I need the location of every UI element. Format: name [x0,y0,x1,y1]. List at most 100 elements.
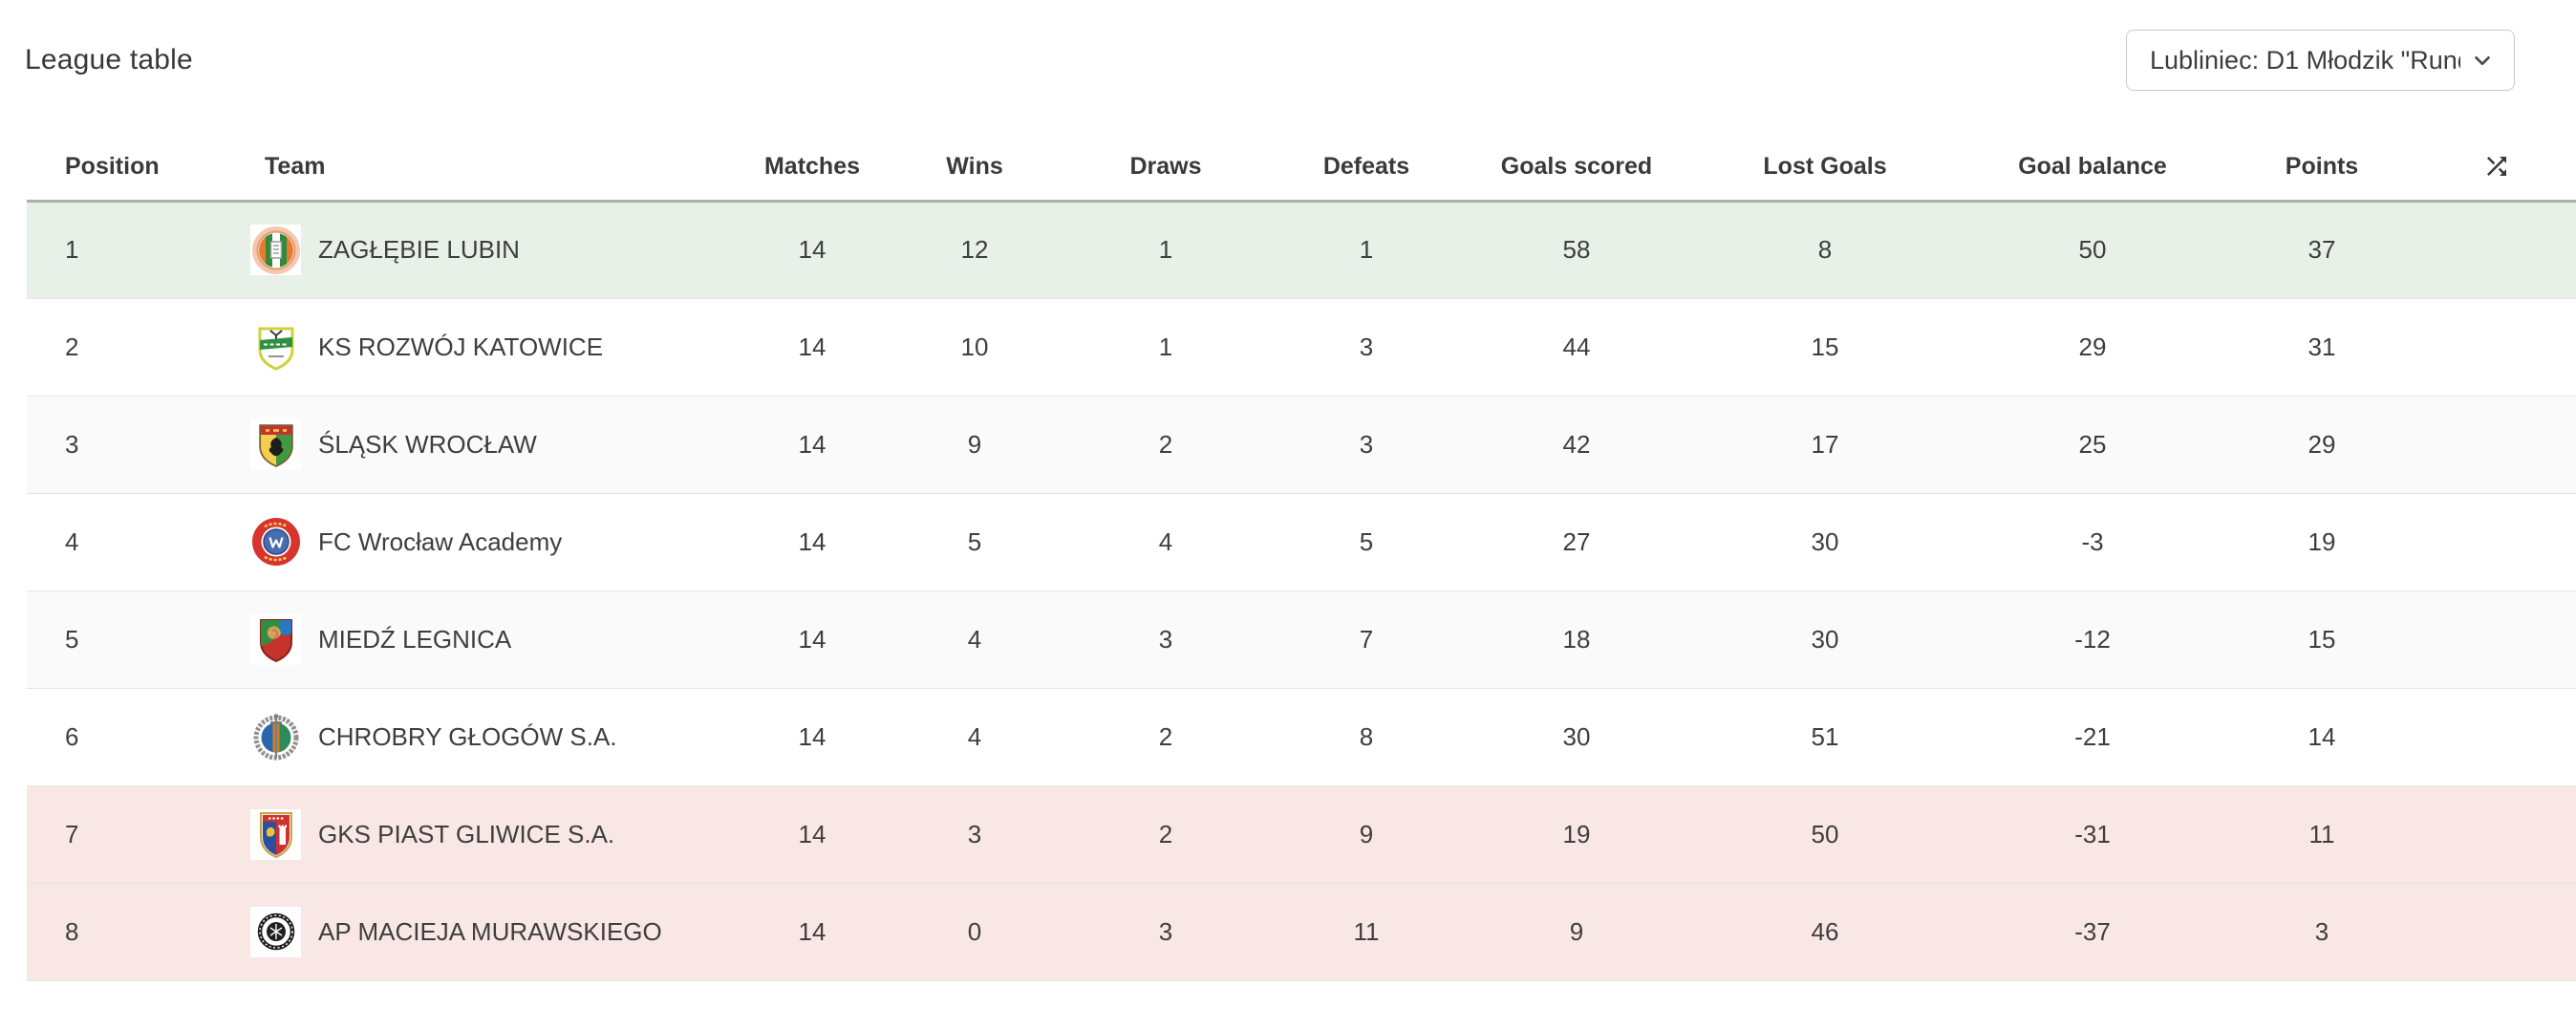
matches-cell: 14 [798,526,826,556]
goal-balance-cell: -31 [2074,819,2111,848]
goals-scored-cell: 9 [1569,916,1584,946]
draws-cell: 2 [1158,819,1173,848]
matches-cell: 14 [798,916,826,946]
wins-cell: 10 [960,332,989,361]
table-row: 2 KS ROZWÓJ KATOWICE 14 [27,298,2576,396]
slask-wroclaw-crest-icon [250,419,301,470]
col-header-goals-scored: Goals scored [1500,152,1653,180]
points-cell: 29 [2308,429,2336,459]
wins-cell: 0 [967,916,982,946]
team-link[interactable]: CHROBRY GŁOGÓW S.A. [220,711,736,762]
zaglebie-lubin-crest-icon [250,225,301,275]
header-row: Position Team Matches Wins Draws Defeats… [27,134,2576,201]
table-row: 6 [27,688,2576,785]
fc-wroclaw-academy-crest-icon [250,516,301,568]
team-name: FC Wrocław Academy [318,526,563,556]
table-row: 1 [27,201,2576,298]
defeats-cell: 3 [1359,429,1374,459]
points-cell: 37 [2308,235,2336,264]
col-header-wins: Wins [946,152,1003,180]
col-header-matches: Matches [763,152,861,180]
col-header-position: Position [65,152,160,180]
lost-goals-cell: 30 [1811,624,1839,654]
wins-cell: 9 [967,429,982,459]
table-row: 5 [27,590,2576,688]
defeats-cell: 8 [1359,721,1374,751]
wins-cell: 4 [967,624,982,654]
chevron-down-icon [2475,55,2490,66]
team-link[interactable]: AP MACIEJA MURAWSKIEGO [220,906,736,957]
goals-scored-cell: 19 [1562,819,1591,848]
points-cell: 31 [2308,332,2336,361]
goal-balance-cell: -37 [2074,916,2111,946]
defeats-cell: 7 [1359,624,1374,654]
lost-goals-cell: 8 [1817,235,1833,264]
points-cell: 19 [2308,526,2336,556]
col-header-points: Points [2285,152,2359,180]
matches-cell: 14 [798,624,826,654]
position-cell: 1 [65,235,79,264]
points-cell: 15 [2308,624,2336,654]
goals-scored-cell: 44 [1562,332,1591,361]
rozwoj-katowice-crest-icon [250,321,301,373]
shuffle-icon[interactable] [2482,152,2511,181]
team-link[interactable]: KS ROZWÓJ KATOWICE [220,321,736,373]
goals-scored-cell: 18 [1562,624,1591,654]
goal-balance-cell: -3 [2081,526,2104,556]
team-link[interactable]: GKS PIAST GLIWICE S.A. [220,808,736,860]
goal-balance-cell: 29 [2078,332,2107,361]
page-title: League table [25,44,193,75]
team-name: KS ROZWÓJ KATOWICE [318,332,604,361]
col-header-sort [2417,134,2576,201]
draws-cell: 4 [1158,526,1173,556]
lost-goals-cell: 15 [1811,332,1839,361]
table-row: 4 FC Wrocław Academy [27,493,2576,590]
lost-goals-cell: 46 [1811,916,1839,946]
goal-balance-cell: 25 [2078,429,2107,459]
lost-goals-cell: 50 [1811,819,1839,848]
goals-scored-cell: 30 [1562,721,1591,751]
matches-cell: 14 [798,235,826,264]
team-link[interactable]: ZAGŁĘBIE LUBIN [220,225,736,275]
position-cell: 3 [65,429,79,459]
draws-cell: 2 [1158,721,1173,751]
lost-goals-cell: 17 [1811,429,1839,459]
draws-cell: 1 [1158,332,1173,361]
goal-balance-cell: 50 [2078,235,2107,264]
defeats-cell: 11 [1353,916,1380,946]
table-row: 8 AP MACIEJA MURAWSKIEGO 14 0 3 [27,883,2576,980]
matches-cell: 14 [798,721,826,751]
matches-cell: 14 [798,819,826,848]
team-link[interactable]: ŚLĄSK WROCŁAW [220,419,736,470]
points-cell: 11 [2308,819,2335,848]
team-name: MIEDŹ LEGNICA [318,624,512,654]
goal-balance-cell: -12 [2074,624,2111,654]
position-cell: 8 [65,916,79,946]
wins-cell: 3 [967,819,982,848]
position-cell: 7 [65,819,79,848]
matches-cell: 14 [798,429,826,459]
wins-cell: 12 [960,235,989,264]
col-header-defeats: Defeats [1322,152,1410,180]
defeats-cell: 1 [1359,235,1374,264]
miedz-legnica-crest-icon [250,613,301,665]
defeats-cell: 3 [1359,332,1374,361]
lost-goals-cell: 51 [1811,721,1839,751]
league-table: Position Team Matches Wins Draws Defeats… [27,134,2576,981]
defeats-cell: 5 [1359,526,1374,556]
team-name: AP MACIEJA MURAWSKIEGO [318,916,662,946]
position-cell: 5 [65,624,79,654]
team-link[interactable]: MIEDŹ LEGNICA [220,613,736,665]
league-select[interactable]: Lubliniec: D1 Młodzik "Runda I [2126,30,2515,91]
table-row: 3 [27,396,2576,493]
team-name: GKS PIAST GLIWICE S.A. [318,819,615,848]
table-row: 7 [27,785,2576,883]
position-cell: 6 [65,721,79,751]
defeats-cell: 9 [1359,819,1374,848]
team-name: ZAGŁĘBIE LUBIN [318,235,520,264]
ap-murawskiego-crest-icon [250,906,301,957]
col-header-draws: Draws [1129,152,1202,180]
position-cell: 4 [65,526,79,556]
piast-gliwice-crest-icon [250,808,301,860]
team-link[interactable]: FC Wrocław Academy [220,516,736,568]
